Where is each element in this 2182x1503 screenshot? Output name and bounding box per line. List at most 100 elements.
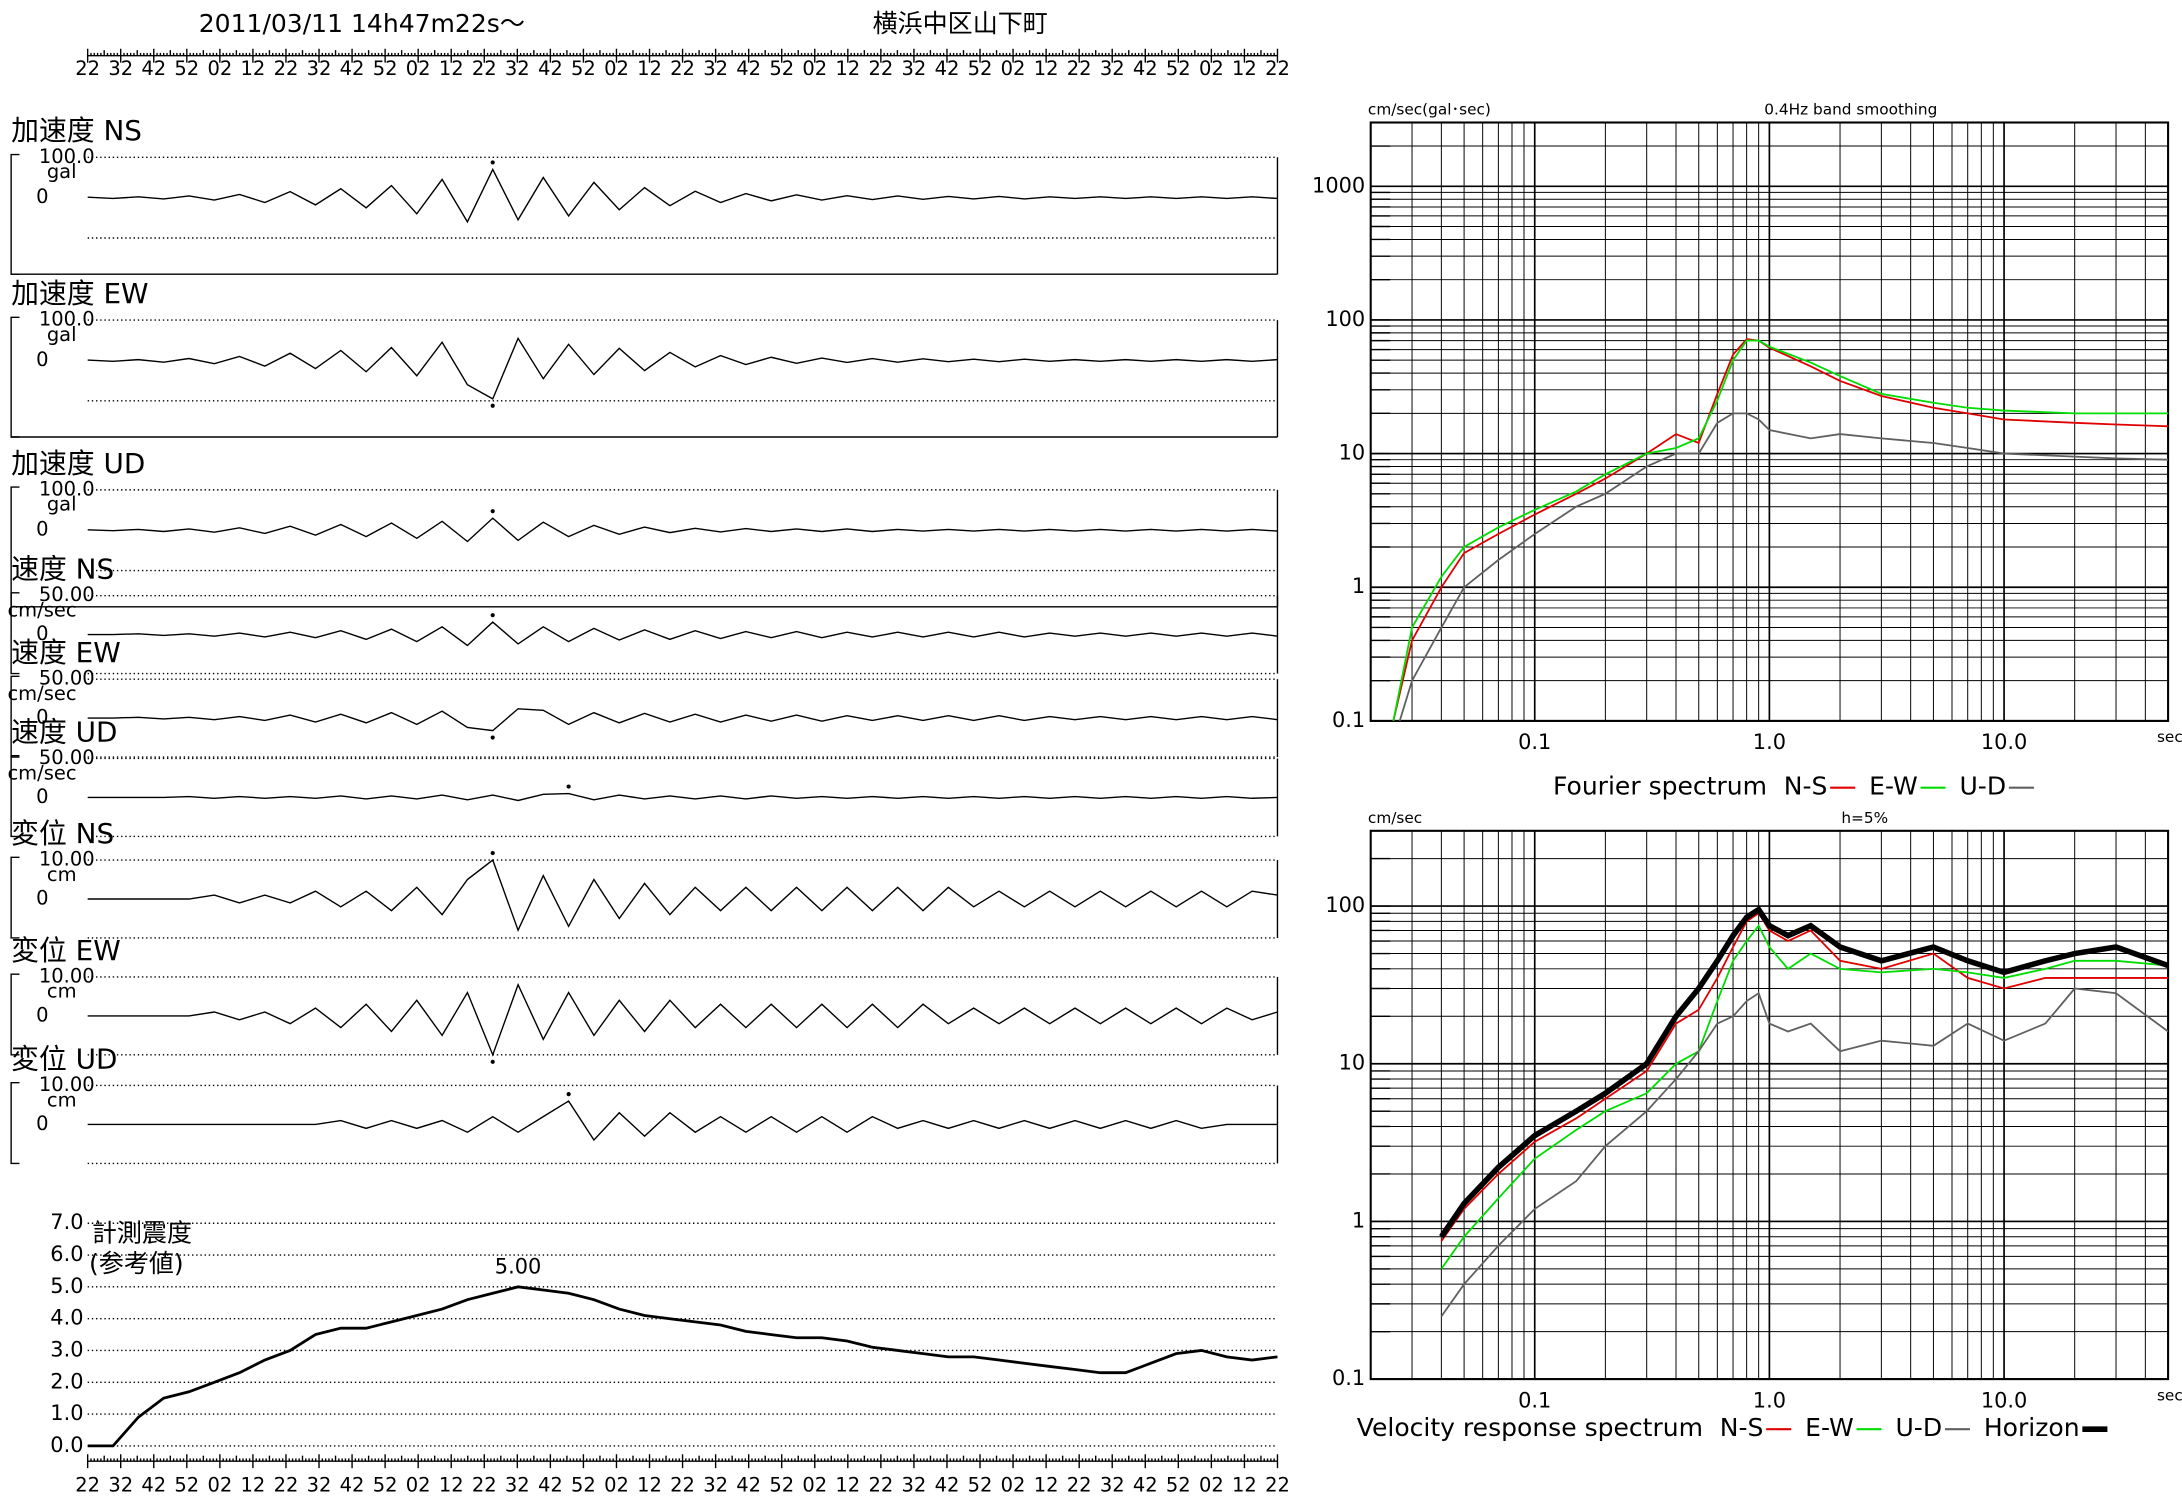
time-label: 42 (935, 1474, 960, 1497)
time-label: 12 (1034, 1474, 1059, 1497)
time-label: 02 (207, 57, 232, 80)
panel-bracket (10, 1082, 20, 1165)
x-axis-label: sec (2157, 728, 2182, 746)
time-label: 32 (307, 1474, 332, 1497)
series-group (1439, 905, 2169, 1317)
y-tick-label: 1 (1352, 574, 1365, 598)
legend-title: Fourier spectrum (1553, 772, 1767, 801)
legend-label: E-W (1869, 772, 1918, 801)
waveform (87, 982, 1278, 1057)
panel-bracket (10, 316, 20, 438)
time-label: 12 (439, 1474, 464, 1497)
chart-title: 計測震度 (92, 1218, 192, 1247)
legend-label: U-D (1959, 772, 2006, 801)
y-tick-label: 0 (36, 622, 48, 645)
time-label: 02 (1199, 57, 1224, 80)
time-label: 42 (1133, 57, 1158, 80)
unit-label: gal (47, 493, 77, 516)
time-label: 52 (571, 57, 596, 80)
time-label: 52 (174, 57, 199, 80)
y-tick-label: 100.0 (39, 477, 95, 500)
x-tick-label: 0.1 (1518, 1388, 1551, 1412)
y-tick-label: 10.00 (39, 964, 95, 987)
peak-dot (566, 784, 571, 789)
time-label: 52 (373, 57, 398, 80)
time-label: 12 (835, 57, 860, 80)
panel-title: 速度 NS (11, 553, 114, 586)
legend-title: Velocity response spectrum (1357, 1413, 1703, 1442)
time-label: 02 (802, 57, 827, 80)
time-label: 42 (141, 57, 166, 80)
time-label: 02 (406, 1474, 431, 1497)
x-axis-label: sec (2157, 1386, 2182, 1404)
time-label: 32 (108, 57, 133, 80)
series-line (1440, 924, 2169, 1270)
time-label: 32 (505, 57, 530, 80)
y-tick-label: 0 (36, 185, 48, 208)
waveform (87, 517, 1278, 543)
y-tick-label: 100.0 (39, 145, 95, 168)
time-label: 22 (670, 57, 695, 80)
time-label: 22 (472, 1474, 497, 1497)
time-label: 22 (868, 1474, 893, 1497)
y-tick-label: 0 (36, 785, 48, 808)
time-label: 12 (1034, 57, 1059, 80)
time-label: 12 (1232, 57, 1257, 80)
unit-label: cm (47, 863, 77, 886)
panel-title: 変位 UD (11, 1042, 117, 1075)
y-tick-label: 100 (1325, 307, 1365, 331)
chart-subtitle: h=5% (1841, 809, 1888, 827)
time-label: 02 (1001, 1474, 1026, 1497)
legend-label: N-S (1720, 1413, 1764, 1442)
time-label: 32 (703, 1474, 728, 1497)
panel-bracket (10, 973, 20, 1056)
time-label: 52 (174, 1474, 199, 1497)
time-label: 12 (439, 57, 464, 80)
time-label: 52 (373, 1474, 398, 1497)
unit-label: cm (47, 980, 77, 1003)
time-label: 22 (1265, 57, 1290, 80)
waveform (87, 708, 1278, 732)
y-axis-label: cm/sec (1368, 809, 1422, 827)
y-tick-label: 0 (36, 1112, 48, 1135)
panel-bracket (10, 856, 20, 939)
y-tick-label: 0 (36, 887, 48, 910)
waveform (87, 336, 1278, 400)
time-label: 02 (207, 1474, 232, 1497)
y-tick-label: 0.0 (50, 1433, 83, 1457)
peak-dot (566, 1092, 571, 1097)
peak-label: 5.00 (495, 1254, 541, 1278)
unit-label: cm/sec (7, 761, 76, 784)
y-tick-label: 0 (36, 706, 48, 729)
time-label: 52 (968, 1474, 993, 1497)
x-tick-label: 1.0 (1753, 1388, 1786, 1412)
waveform (87, 858, 1278, 933)
panel-title: 変位 EW (11, 934, 121, 967)
time-label: 22 (75, 57, 100, 80)
time-label: 52 (1166, 1474, 1191, 1497)
y-tick-label: 10.00 (39, 1073, 95, 1096)
time-label: 12 (1232, 1474, 1257, 1497)
x-tick-label: 1.0 (1753, 730, 1786, 754)
time-label: 52 (571, 1474, 596, 1497)
time-label: 32 (902, 57, 927, 80)
time-label: 22 (75, 1474, 100, 1497)
y-axis-label: cm/sec(gal･sec) (1368, 100, 1491, 118)
y-tick-label: 10 (1339, 441, 1366, 465)
x-tick-label: 10.0 (1981, 1388, 2027, 1412)
time-label: 22 (1067, 57, 1092, 80)
peak-dot (490, 613, 495, 618)
y-tick-label: 6.0 (50, 1242, 83, 1266)
chart-subtitle: (参考値) (89, 1249, 184, 1278)
legend-label: Horizon (1984, 1413, 2080, 1442)
time-label: 12 (241, 57, 266, 80)
panel-title: 変位 NS (11, 817, 114, 850)
time-label: 32 (703, 57, 728, 80)
series-line (1392, 339, 2169, 721)
y-tick-label: 100 (1325, 893, 1365, 917)
time-label: 42 (340, 57, 365, 80)
peak-dot (490, 735, 495, 740)
time-label: 12 (835, 1474, 860, 1497)
time-label: 42 (1133, 1474, 1158, 1497)
